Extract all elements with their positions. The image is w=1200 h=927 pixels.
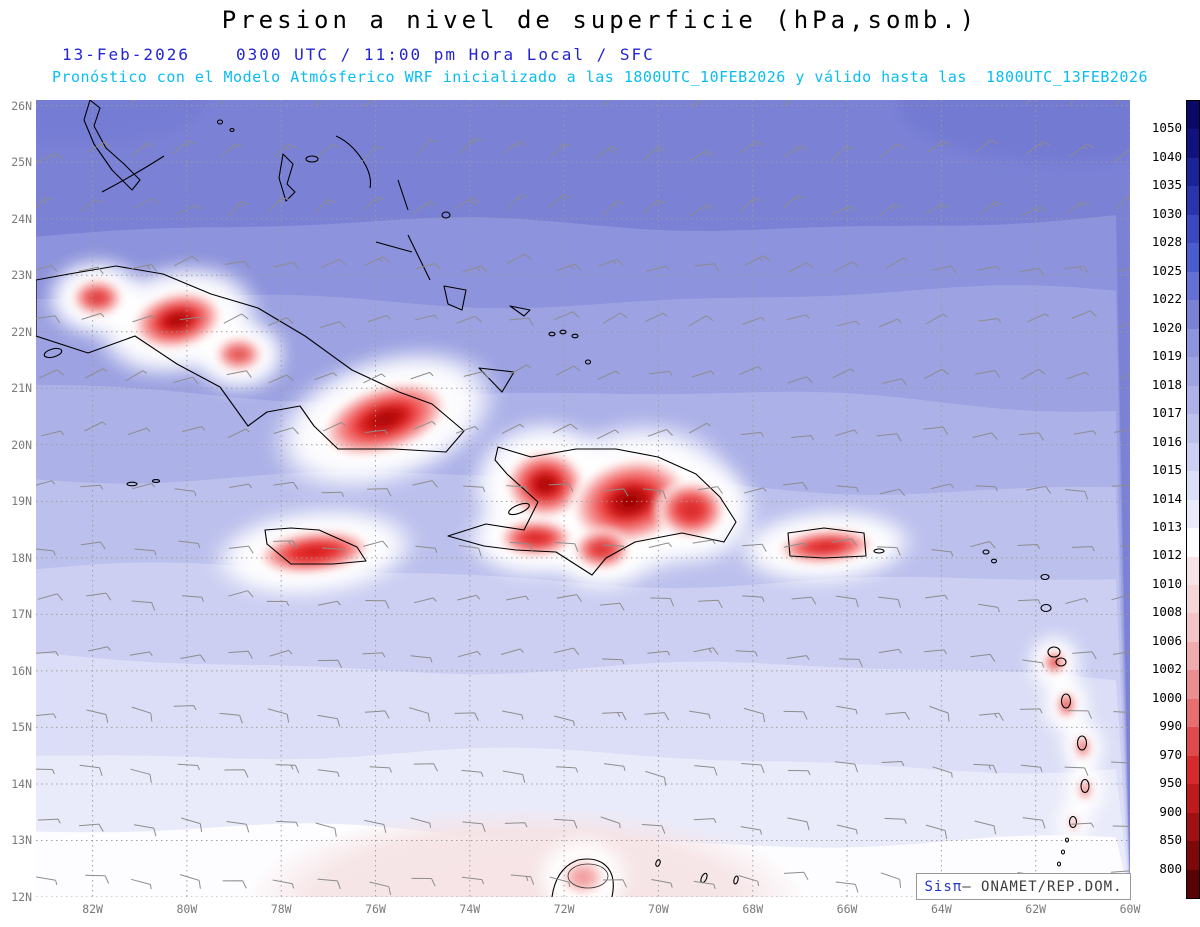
colorbar-label: 1030 bbox=[1151, 205, 1182, 221]
colorbar-label: 1002 bbox=[1151, 661, 1182, 677]
colorbar-label: 1019 bbox=[1151, 348, 1182, 364]
lon-label: 80W bbox=[176, 902, 198, 916]
colorbar-segment bbox=[1187, 214, 1199, 244]
colorbar-label: 1035 bbox=[1151, 177, 1182, 193]
colorbar-segment bbox=[1187, 812, 1199, 842]
colorbar bbox=[1186, 100, 1200, 899]
colorbar-segment bbox=[1187, 157, 1199, 187]
pressure-field bbox=[36, 100, 1130, 897]
colorbar-label: 1028 bbox=[1151, 234, 1182, 250]
lat-label: 22N bbox=[11, 324, 32, 339]
lat-label: 17N bbox=[11, 607, 32, 622]
branding-watermark: Sisπ – ONAMET/REP.DOM. bbox=[916, 873, 1131, 900]
colorbar-label: 1017 bbox=[1151, 405, 1182, 421]
lat-label: 12N bbox=[11, 890, 32, 904]
colorbar-segment bbox=[1187, 528, 1199, 557]
lon-label: 66W bbox=[836, 902, 858, 916]
lon-label: 72W bbox=[553, 902, 575, 916]
colorbar-label: 1015 bbox=[1151, 462, 1182, 478]
lon-label: 60W bbox=[1119, 902, 1141, 916]
colorbar-segment bbox=[1187, 471, 1199, 500]
low-pressure-cores bbox=[69, 277, 1094, 897]
colorbar-segment bbox=[1187, 243, 1199, 272]
colorbar-label: 1020 bbox=[1151, 319, 1182, 335]
colorbar-segment bbox=[1187, 784, 1199, 813]
colorbar-label: 1014 bbox=[1151, 490, 1182, 506]
lat-label: 18N bbox=[11, 550, 32, 565]
colorbar-segment bbox=[1187, 755, 1199, 785]
colorbar-segment bbox=[1187, 357, 1199, 386]
colorbar-segment bbox=[1187, 101, 1199, 130]
lon-label: 82W bbox=[82, 902, 103, 916]
colorbar-segment bbox=[1187, 300, 1199, 329]
colorbar-label: 950 bbox=[1159, 775, 1182, 791]
colorbar-label: 900 bbox=[1159, 803, 1182, 819]
colorbar-label: 1013 bbox=[1151, 518, 1182, 534]
colorbar-segment bbox=[1187, 584, 1199, 614]
colorbar-segment bbox=[1187, 727, 1199, 756]
colorbar-segment bbox=[1187, 670, 1199, 699]
colorbar-label: 1025 bbox=[1151, 262, 1182, 278]
colorbar-label: 1018 bbox=[1151, 376, 1182, 392]
branding-app: Sisπ bbox=[924, 878, 963, 895]
lat-label: 13N bbox=[11, 833, 32, 848]
colorbar-label: 850 bbox=[1159, 832, 1182, 848]
pressure-map bbox=[36, 100, 1130, 897]
lon-label: 64W bbox=[930, 902, 952, 916]
lat-label: 15N bbox=[11, 720, 32, 735]
lon-label: 78W bbox=[270, 902, 292, 916]
colorbar-label: 1006 bbox=[1151, 632, 1182, 648]
lat-label: 24N bbox=[11, 211, 32, 226]
colorbar-segment bbox=[1187, 499, 1199, 529]
colorbar-label: 1010 bbox=[1151, 575, 1182, 591]
colorbar-label: 1022 bbox=[1151, 291, 1182, 307]
colorbar-label: 990 bbox=[1159, 718, 1182, 734]
lon-label: 74W bbox=[459, 902, 481, 916]
lat-label: 23N bbox=[11, 268, 32, 283]
lat-label: 16N bbox=[11, 663, 32, 678]
colorbar-label: 800 bbox=[1159, 860, 1182, 876]
datetime-line: 13-Feb-2026 0300 UTC / 11:00 pm Hora Loca… bbox=[62, 45, 655, 64]
colorbar-label: 970 bbox=[1159, 746, 1182, 762]
lat-label: 26N bbox=[11, 98, 32, 113]
lon-label: 68W bbox=[742, 902, 764, 916]
lon-label: 76W bbox=[365, 902, 386, 916]
valid-time: 0300 UTC / 11:00 pm Hora Local / SFC bbox=[235, 45, 655, 64]
colorbar-segment bbox=[1187, 698, 1199, 728]
forecast-line: Pronóstico con el Modelo Atmósferico WRF… bbox=[51, 68, 1149, 86]
lat-label: 19N bbox=[11, 494, 32, 509]
colorbar-segment bbox=[1187, 442, 1199, 472]
run-date: 13-Feb-2026 bbox=[62, 45, 190, 64]
lat-label: 20N bbox=[11, 437, 32, 452]
colorbar-segment bbox=[1187, 328, 1199, 358]
coastlines bbox=[36, 100, 1090, 897]
colorbar-segment bbox=[1187, 613, 1199, 642]
colorbar-label: 1000 bbox=[1151, 689, 1182, 705]
colorbar-segment bbox=[1187, 271, 1199, 301]
colorbar-segment bbox=[1187, 841, 1199, 870]
branding-org: – ONAMET/REP.DOM. bbox=[962, 878, 1123, 895]
colorbar-label: 1040 bbox=[1151, 148, 1182, 164]
lat-label: 14N bbox=[11, 776, 32, 791]
lon-label: 70W bbox=[648, 902, 669, 916]
lat-label: 21N bbox=[11, 381, 32, 396]
colorbar-segment bbox=[1187, 129, 1199, 158]
lon-label: 62W bbox=[1025, 902, 1047, 916]
colorbar-segment bbox=[1187, 869, 1199, 899]
colorbar-label: 1016 bbox=[1151, 433, 1182, 449]
colorbar-segment bbox=[1187, 414, 1199, 443]
colorbar-segment bbox=[1187, 556, 1199, 585]
wind-barbs bbox=[36, 100, 1130, 896]
lat-label: 25N bbox=[11, 155, 32, 170]
colorbar-segment bbox=[1187, 641, 1199, 671]
colorbar-segment bbox=[1187, 186, 1199, 215]
colorbar-label: 1012 bbox=[1151, 547, 1182, 563]
colorbar-label: 1008 bbox=[1151, 604, 1182, 620]
colorbar-label: 1050 bbox=[1151, 120, 1182, 136]
colorbar-segment bbox=[1187, 385, 1199, 415]
map-title: Presion a nivel de superficie (hPa,somb.… bbox=[221, 6, 979, 34]
